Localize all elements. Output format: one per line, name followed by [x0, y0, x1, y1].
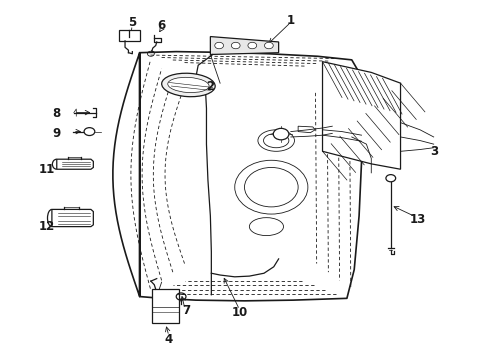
Bar	[152, 289, 178, 323]
Polygon shape	[52, 210, 93, 226]
Circle shape	[264, 42, 273, 49]
Circle shape	[247, 42, 256, 49]
Polygon shape	[322, 62, 400, 169]
Bar	[119, 30, 140, 41]
Circle shape	[231, 42, 240, 49]
Text: 2: 2	[206, 80, 214, 93]
Text: 4: 4	[164, 333, 173, 346]
Circle shape	[273, 129, 288, 140]
Text: 8: 8	[53, 107, 61, 120]
Circle shape	[214, 42, 223, 49]
Ellipse shape	[167, 77, 209, 93]
Circle shape	[385, 175, 395, 182]
Text: 7: 7	[182, 305, 190, 318]
Polygon shape	[210, 37, 278, 54]
Text: 12: 12	[39, 220, 55, 233]
Text: 11: 11	[39, 163, 55, 176]
Polygon shape	[298, 126, 315, 133]
Text: 10: 10	[231, 306, 247, 319]
Text: 1: 1	[286, 14, 294, 27]
Text: 9: 9	[53, 127, 61, 140]
Ellipse shape	[162, 73, 215, 97]
Text: 5: 5	[128, 16, 136, 29]
Polygon shape	[57, 159, 93, 169]
Circle shape	[84, 128, 95, 135]
Text: 6: 6	[157, 19, 165, 32]
Text: 13: 13	[408, 213, 425, 226]
Text: 3: 3	[430, 145, 438, 158]
